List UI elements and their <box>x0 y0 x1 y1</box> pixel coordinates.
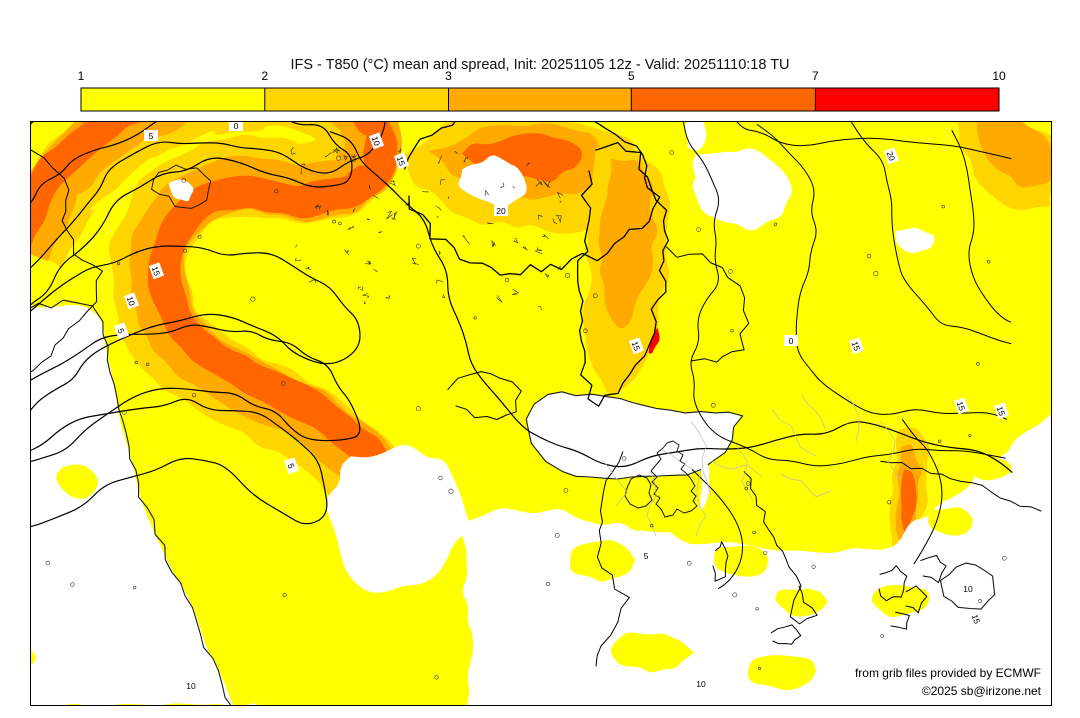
svg-text:from grib files provided by EC: from grib files provided by ECMWF <box>855 666 1041 680</box>
svg-text:10: 10 <box>992 69 1006 83</box>
svg-text:20: 20 <box>496 206 506 216</box>
svg-text:5: 5 <box>644 551 649 561</box>
svg-text:0: 0 <box>789 336 794 346</box>
svg-text:1: 1 <box>78 69 85 83</box>
svg-text:2: 2 <box>261 69 268 83</box>
svg-text:0: 0 <box>234 122 239 131</box>
svg-text:10: 10 <box>696 679 706 689</box>
svg-text:10: 10 <box>186 681 196 691</box>
svg-text:7: 7 <box>812 69 819 83</box>
svg-text:3: 3 <box>445 69 452 83</box>
svg-text:10: 10 <box>963 584 973 594</box>
svg-text:5: 5 <box>628 69 635 83</box>
svg-text:©2025 sb@irizone.net: ©2025 sb@irizone.net <box>922 684 1042 698</box>
svg-text:5: 5 <box>149 131 154 141</box>
